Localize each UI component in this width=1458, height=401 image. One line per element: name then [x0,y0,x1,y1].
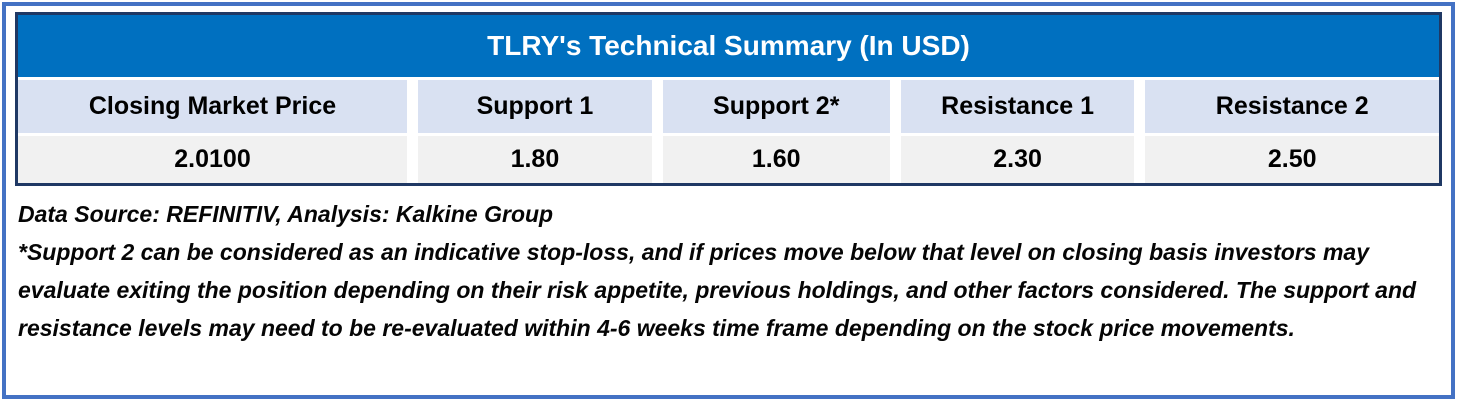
column-value: 1.80 [418,136,652,183]
column-header: Support 2* [662,80,890,133]
table-columns: Closing Market Price 2.0100 Support 1 1.… [18,80,1439,183]
technical-summary-table: TLRY's Technical Summary (In USD) Closin… [15,12,1442,186]
column-support-1: Support 1 1.80 [418,80,652,183]
column-value: 2.0100 [18,136,408,183]
column-closing-market-price: Closing Market Price 2.0100 [18,80,408,183]
column-header: Support 1 [418,80,652,133]
table-title-bar: TLRY's Technical Summary (In USD) [18,15,1439,77]
column-resistance-2: Resistance 2 2.50 [1145,80,1439,183]
footer-notes: Data Source: REFINITIV, Analysis: Kalkin… [6,186,1451,347]
column-support-2: Support 2* 1.60 [662,80,890,183]
column-header: Resistance 1 [900,80,1135,133]
table-title: TLRY's Technical Summary (In USD) [487,30,970,61]
disclaimer-text: *Support 2 can be considered as an indic… [18,239,1417,341]
column-resistance-1: Resistance 1 2.30 [900,80,1135,183]
column-value: 1.60 [662,136,890,183]
column-value: 2.50 [1145,136,1439,183]
column-header: Resistance 2 [1145,80,1439,133]
data-source-line: Data Source: REFINITIV, Analysis: Kalkin… [18,201,554,227]
column-header: Closing Market Price [18,80,408,133]
column-value: 2.30 [900,136,1135,183]
